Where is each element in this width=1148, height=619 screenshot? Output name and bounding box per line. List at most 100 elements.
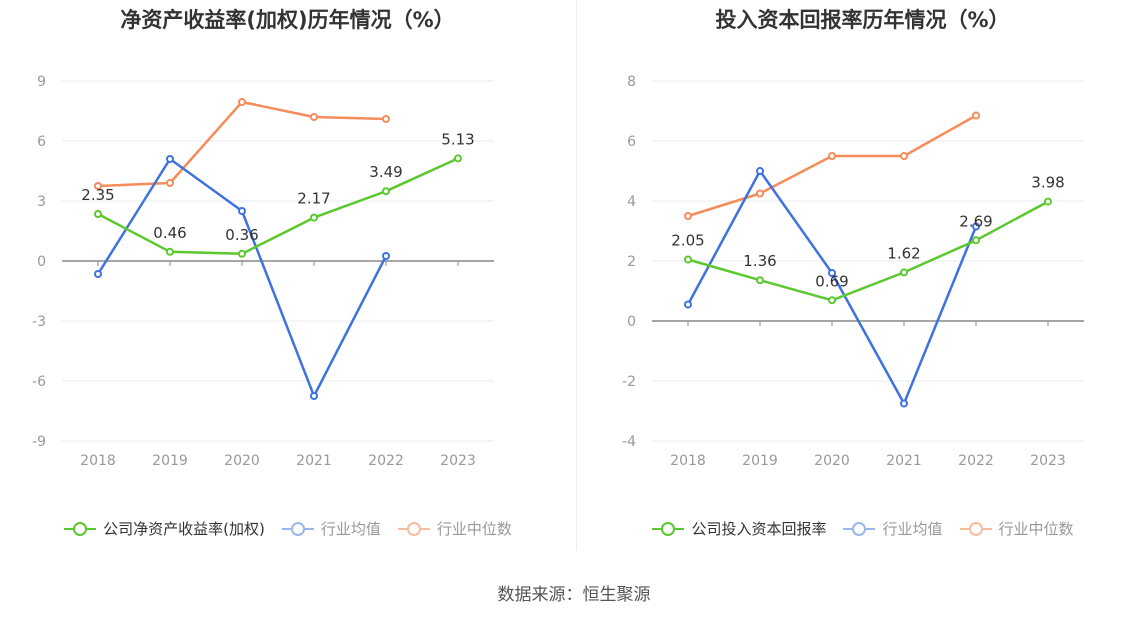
roic-chart-panel: 投入资本回报率历年情况（%） -4 -2 0 2 4 6 8 2018 2019 2020 2021… — [577, 0, 1148, 560]
data-point — [972, 222, 980, 231]
data-point — [166, 155, 174, 163]
data-point — [94, 270, 102, 278]
legend-label: 行业中位数 — [998, 520, 1074, 538]
data-point — [900, 399, 908, 408]
data-label: 2.35 — [81, 186, 114, 204]
roe-chart-title: 净资产收益率(加权)历年情况（%） — [120, 8, 455, 32]
data-point — [684, 300, 692, 309]
legend-item-industry-mean[interactable]: 行业均值 — [842, 518, 943, 539]
y-tick-label: 8 — [627, 74, 636, 90]
y-tick-label: 9 — [37, 74, 46, 90]
data-label: 2.69 — [959, 212, 992, 230]
data-point — [756, 276, 764, 285]
data-point — [900, 152, 908, 160]
data-point — [684, 212, 692, 220]
data-label: 0.69 — [815, 272, 848, 290]
series-line — [97, 157, 459, 256]
x-tick-label: 2022 — [368, 453, 404, 469]
data-label: 3.49 — [369, 163, 402, 181]
data-label: 5.13 — [441, 130, 474, 148]
data-point — [166, 179, 174, 187]
y-tick-label: 6 — [37, 134, 46, 150]
legend-label: 公司投入资本回报率 — [691, 520, 827, 538]
legend-line-marker-icon — [652, 521, 685, 536]
data-point — [828, 152, 836, 160]
x-tick-label: 2019 — [152, 453, 188, 469]
x-tick-label: 2021 — [296, 453, 332, 469]
data-label: 1.36 — [743, 252, 776, 270]
roic-chart-title: 投入资本回报率历年情况（%） — [715, 8, 1010, 32]
data-point — [972, 236, 980, 245]
y-tick-label: 0 — [37, 254, 46, 270]
data-label: 2.17 — [297, 190, 330, 208]
y-tick-label: -4 — [622, 434, 636, 450]
data-point — [310, 392, 318, 400]
y-tick-label: -6 — [32, 374, 46, 390]
x-tick-label: 2021 — [886, 453, 922, 469]
legend-label: 行业均值 — [320, 520, 381, 538]
y-tick-label: 2 — [627, 254, 636, 270]
data-point — [756, 189, 764, 198]
data-point — [454, 154, 462, 163]
data-source-note: 数据来源：恒生聚源 — [497, 585, 651, 605]
x-tick-label: 2020 — [224, 453, 260, 469]
roe-chart-legend: 公司净资产收益率(加权) 行业均值 行业中位数 — [0, 518, 575, 539]
roe-chart-plot: -9 -6 -3 0 3 6 9 2018 2019 2020 2021 2022 2023 2.35 0.… — [32, 74, 494, 469]
roe-chart-panel: 净资产收益率(加权)历年情况（%） -9 -6 -3 0 3 6 9 2018 2019 2020… — [0, 0, 575, 560]
roic-chart-legend: 公司投入资本回报率 行业均值 行业中位数 — [577, 518, 1148, 539]
roic-chart-plot: -4 -2 0 2 4 6 8 2018 2019 2020 2021 2022 2023 2.05 1.3… — [622, 74, 1084, 469]
legend-item-company-roe[interactable]: 公司净资产收益率(加权) — [63, 518, 265, 539]
legend-label: 公司净资产收益率(加权) — [103, 520, 265, 538]
data-point — [310, 213, 318, 222]
x-tick-label: 2020 — [814, 453, 850, 469]
y-tick-label: 3 — [37, 194, 46, 210]
y-tick-label: 0 — [627, 314, 636, 330]
y-tick-label: 6 — [627, 134, 636, 150]
x-tick-label: 2022 — [958, 453, 994, 469]
y-tick-label: -3 — [32, 314, 46, 330]
legend-line-marker-icon — [64, 521, 97, 536]
data-point — [684, 255, 692, 264]
data-point — [1044, 197, 1052, 206]
legend-label: 行业中位数 — [436, 520, 512, 538]
data-point — [94, 182, 102, 190]
data-label: 2.05 — [671, 232, 704, 250]
data-label: 3.98 — [1031, 174, 1064, 192]
data-point — [238, 207, 246, 215]
data-label: 0.36 — [225, 226, 258, 244]
data-point — [94, 210, 102, 218]
data-label: 0.46 — [153, 224, 186, 242]
legend-label: 行业均值 — [882, 520, 943, 538]
data-point — [238, 98, 246, 106]
legend-item-industry-mean[interactable]: 行业均值 — [281, 518, 381, 539]
data-point — [972, 111, 980, 120]
data-point — [828, 269, 836, 277]
legend-line-marker-icon — [843, 521, 876, 536]
data-point — [756, 167, 764, 175]
legend-item-industry-median[interactable]: 行业中位数 — [959, 518, 1074, 539]
legend-line-marker-icon — [959, 521, 992, 536]
legend-line-marker-icon — [281, 521, 314, 536]
data-point — [382, 252, 390, 260]
y-tick-label: -9 — [32, 434, 46, 450]
x-tick-label: 2023 — [1030, 453, 1066, 469]
x-tick-label: 2019 — [742, 453, 778, 469]
series-line — [96, 157, 388, 398]
legend-item-industry-median[interactable]: 行业中位数 — [397, 518, 512, 539]
data-point — [828, 296, 836, 305]
y-tick-label: 4 — [627, 194, 636, 210]
series-line — [97, 100, 387, 188]
x-tick-label: 2018 — [670, 453, 706, 469]
data-label: 1.62 — [887, 244, 920, 262]
data-point — [166, 247, 174, 256]
y-tick-label: -2 — [622, 374, 636, 390]
legend-item-company-roic[interactable]: 公司投入资本回报率 — [651, 518, 826, 539]
data-point — [382, 187, 390, 196]
data-point — [382, 115, 390, 123]
data-point — [900, 268, 908, 277]
x-tick-label: 2018 — [80, 453, 116, 469]
x-tick-label: 2023 — [440, 453, 476, 469]
data-point — [238, 249, 246, 258]
data-point — [310, 113, 318, 121]
series-line — [687, 200, 1049, 302]
